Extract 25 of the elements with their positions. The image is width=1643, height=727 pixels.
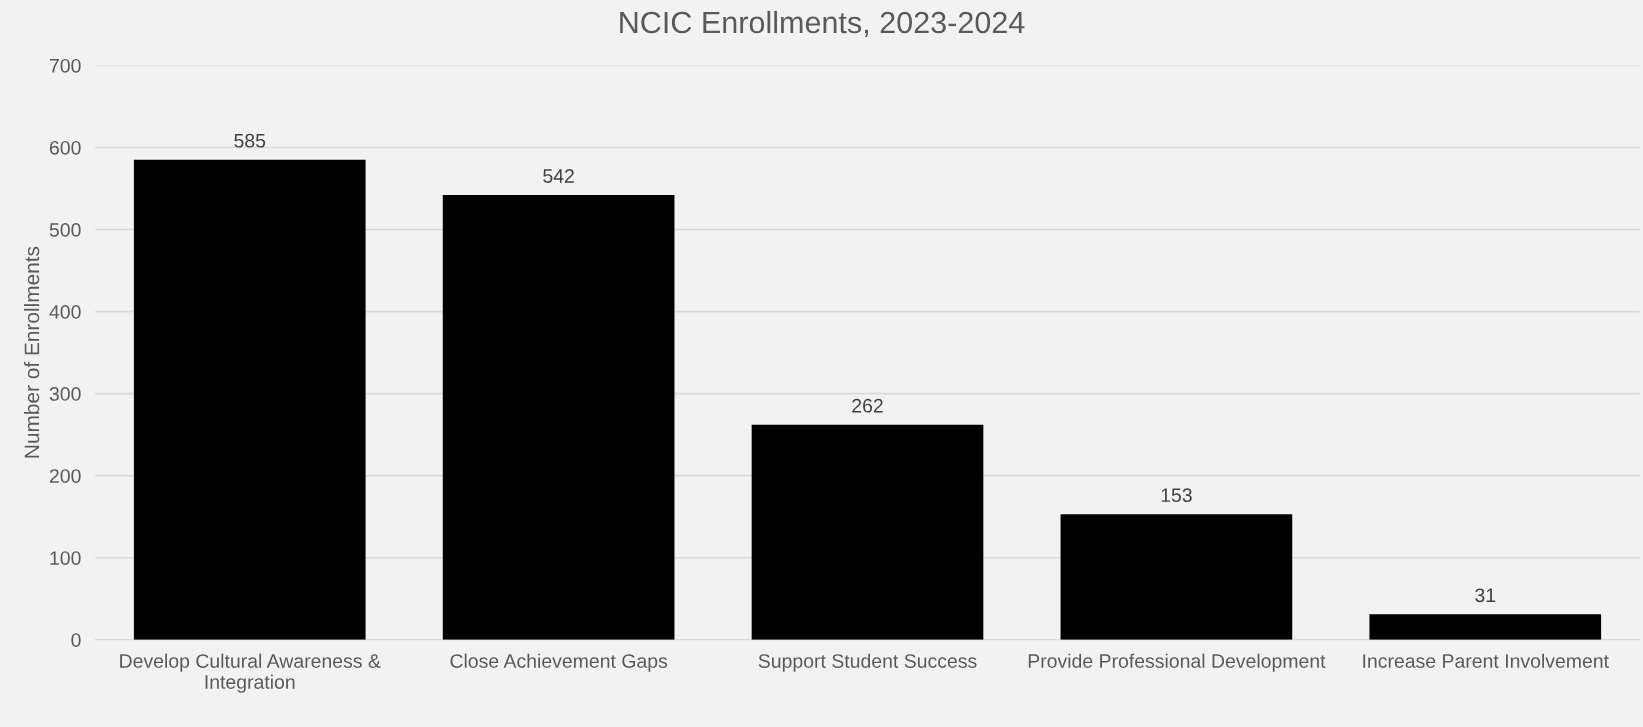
y-tick-label: 600 bbox=[49, 140, 81, 155]
bar bbox=[1369, 614, 1602, 640]
x-tick-label: Support Student Success bbox=[758, 653, 977, 672]
y-tick-label: 700 bbox=[49, 58, 81, 73]
y-tick-label: 0 bbox=[71, 633, 81, 647]
bar bbox=[133, 159, 366, 640]
y-tick-label: 100 bbox=[50, 551, 81, 565]
bar bbox=[751, 424, 984, 640]
y-tick-label: 500 bbox=[49, 222, 81, 237]
data-label: 585 bbox=[234, 133, 266, 148]
chart-title: NCIC Enrollments, 2023-2024 bbox=[620, 10, 1025, 37]
x-tick-label: Close Achievement Gaps bbox=[450, 653, 668, 672]
x-tick-label: Increase Parent Involvement bbox=[1363, 653, 1609, 668]
y-tick-label: 200 bbox=[49, 469, 81, 483]
data-label: 31 bbox=[1475, 588, 1496, 603]
x-tick-label: Develop Cultural Awareness & Integration bbox=[120, 653, 381, 693]
bar bbox=[1060, 514, 1293, 640]
data-label: 262 bbox=[852, 398, 883, 413]
bar bbox=[442, 195, 675, 640]
x-tick-label: Provide Professional Development bbox=[1028, 653, 1326, 672]
data-label: 542 bbox=[543, 169, 574, 183]
y-tick-label: 400 bbox=[49, 305, 81, 319]
y-axis-title: Number of Enrollments bbox=[23, 246, 40, 458]
y-tick-label: 300 bbox=[49, 387, 81, 401]
data-label: 153 bbox=[1161, 488, 1192, 503]
